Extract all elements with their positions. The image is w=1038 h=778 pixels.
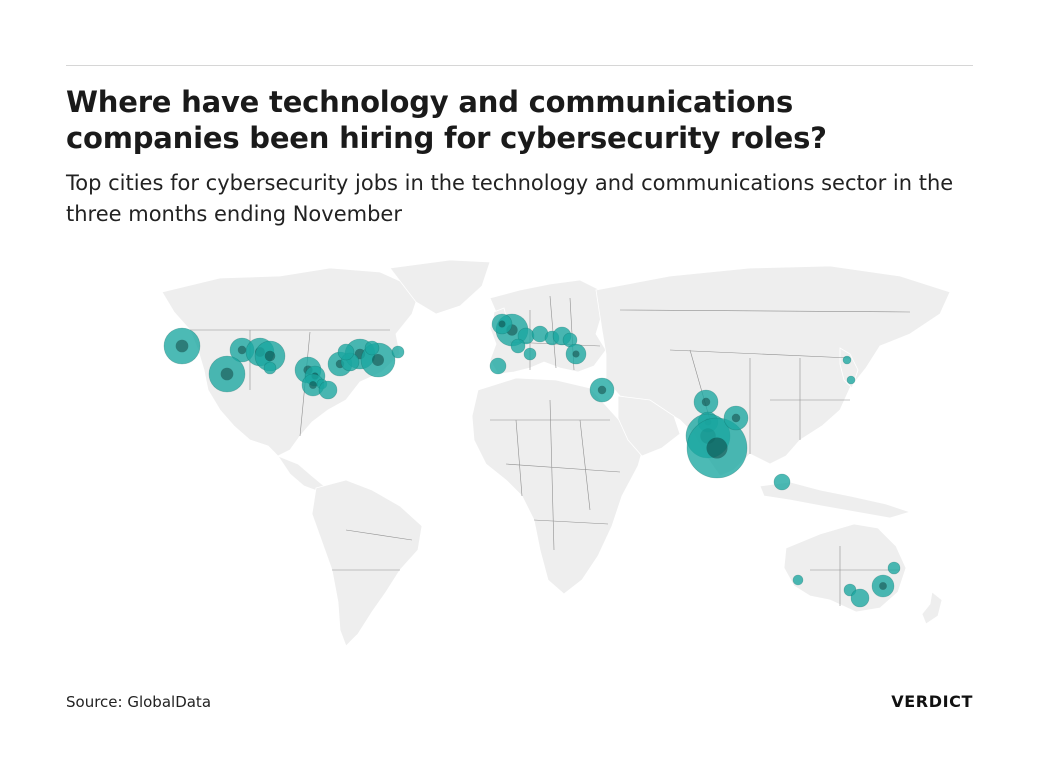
city-bubble-north-america-15[interactable] [263,361,277,375]
city-bubble-core-asia-5 [731,413,741,423]
city-bubble-europe-2[interactable] [491,313,513,335]
top-rule [66,65,973,66]
city-bubble-north-america-18[interactable] [318,380,338,400]
city-bubble-core-north-america-16 [309,381,317,389]
city-bubble-core-north-america-1 [175,339,189,353]
world-map [161,259,951,647]
city-bubble-asia-8[interactable] [846,375,856,385]
city-bubble-north-america-13[interactable] [364,340,380,356]
city-bubble-australia-3[interactable] [850,588,870,608]
city-bubble-north-america-1[interactable] [163,327,201,365]
city-bubble-core-north-america-5 [220,367,234,381]
city-bubble-core-asia-4 [706,437,728,459]
city-bubbles [163,313,901,608]
city-bubble-europe-9[interactable] [565,343,587,365]
city-bubble-core-north-america-2 [237,345,247,355]
city-bubble-asia-4[interactable] [686,417,748,479]
land-central-america [276,455,325,493]
land-south-america [311,479,423,647]
city-bubble-australia-4[interactable] [871,574,895,598]
city-bubble-core-australia-4 [879,582,887,590]
city-bubble-asia-6[interactable] [773,473,791,491]
city-bubble-australia-5[interactable] [887,561,901,575]
city-bubble-europe-12[interactable] [589,377,615,403]
city-bubble-core-europe-2 [498,320,506,328]
city-bubble-core-north-america-12 [372,354,384,366]
city-bubble-north-america-14[interactable] [391,345,405,359]
city-bubble-north-america-5[interactable] [208,355,246,393]
chart-title: Where have technology and communications… [66,85,827,155]
city-bubble-core-asia-1 [701,397,711,407]
land-indonesia [759,481,912,519]
city-bubble-asia-7[interactable] [842,355,852,365]
brand-logo: VERDICT [891,692,973,711]
city-bubble-asia-5[interactable] [723,405,749,431]
land-greenland [389,259,491,315]
city-bubble-north-america-11[interactable] [337,343,355,361]
land-masses [161,259,951,647]
land-north-america [161,267,421,457]
chart-subtitle: Top cities for cybersecurity jobs in the… [66,171,954,226]
city-bubble-australia-1[interactable] [792,574,804,586]
land-arabia [617,395,681,457]
land-new-zealand [921,591,943,625]
city-bubble-europe-10[interactable] [489,357,507,375]
city-bubble-europe-4[interactable] [510,338,526,354]
city-bubble-core-north-america-4 [264,350,276,362]
source-note: Source: GlobalData [66,693,212,711]
city-bubble-core-europe-12 [597,385,607,395]
city-bubble-europe-11[interactable] [523,347,537,361]
city-bubble-core-europe-9 [572,350,580,358]
